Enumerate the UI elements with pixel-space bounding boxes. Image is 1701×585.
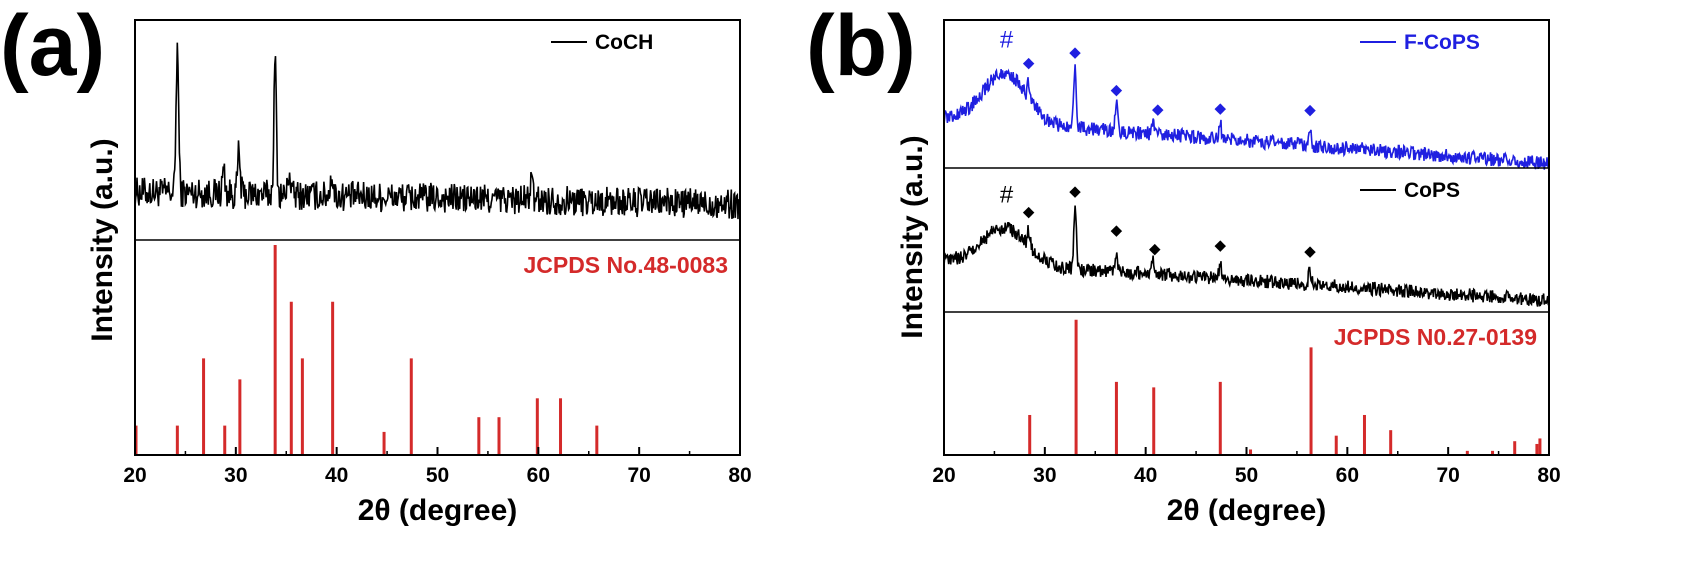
diamond-marker: ◆ [1304, 101, 1316, 119]
x-tick-label: 40 [1134, 464, 1157, 487]
diamond-marker: ◆ [1215, 236, 1227, 254]
plot-frame [943, 19, 1550, 456]
panel-label: (b) [806, 0, 916, 94]
x-tick-label: 60 [527, 464, 550, 487]
diamond-marker: ◆ [1069, 182, 1081, 200]
reference-label: JCPDS N0.27-0139 [1334, 324, 1537, 350]
y-axis-title: Intensity (a.u.) [86, 138, 119, 341]
x-tick-label: 30 [224, 464, 247, 487]
x-tick-label: 20 [123, 464, 146, 487]
diamond-marker: ◆ [1152, 100, 1164, 118]
series-line-cops [943, 205, 1550, 307]
legend-label: CoCH [595, 31, 653, 54]
diamond-marker: ◆ [1023, 202, 1035, 220]
x-axis-title: 2θ (degree) [358, 494, 518, 527]
x-tick-label: 60 [1336, 464, 1359, 487]
x-tick-label: 30 [1033, 464, 1056, 487]
diamond-marker: ◆ [1111, 221, 1123, 239]
hash-marker: # [1000, 26, 1014, 53]
x-axis-title: 2θ (degree) [1167, 494, 1327, 527]
x-tick-label: 40 [325, 464, 348, 487]
reference-label: JCPDS No.48-0083 [523, 252, 728, 278]
x-tick-label: 50 [1235, 464, 1258, 487]
y-axis-title: Intensity (a.u.) [896, 135, 929, 338]
x-tick-label: 80 [728, 464, 751, 487]
plot-frame [134, 19, 741, 456]
panel-a: (a) CoCH JCPDS No.48-0083 20 30 40 50 60 70 80 2θ … [0, 0, 752, 527]
x-tick-label: 80 [1537, 464, 1560, 487]
diamond-marker: ◆ [1023, 54, 1035, 72]
x-tick-label: 70 [1436, 464, 1459, 487]
hash-marker: # [1000, 181, 1014, 208]
x-tick-label: 20 [932, 464, 955, 487]
diamond-marker: ◆ [1304, 242, 1316, 260]
panel-label: (a) [0, 0, 105, 94]
diamond-marker: ◆ [1149, 240, 1161, 258]
diamond-marker: ◆ [1069, 43, 1081, 61]
x-tick-label: 50 [426, 464, 449, 487]
diamond-marker: ◆ [1111, 80, 1123, 98]
series-line-f-cops [943, 64, 1550, 170]
diamond-marker: ◆ [1215, 99, 1227, 117]
legend-label: F-CoPS [1404, 31, 1480, 54]
panel-b: (b) F-CoPS # ◆ ◆ ◆ ◆ ◆ ◆ CoPS # ◆ ◆ ◆ ◆ ◆ ◆ JCPDS N0.27-0… [806, 0, 1561, 527]
legend-label: CoPS [1404, 179, 1460, 202]
series-line-coch [134, 42, 741, 220]
x-tick-label: 70 [627, 464, 650, 487]
